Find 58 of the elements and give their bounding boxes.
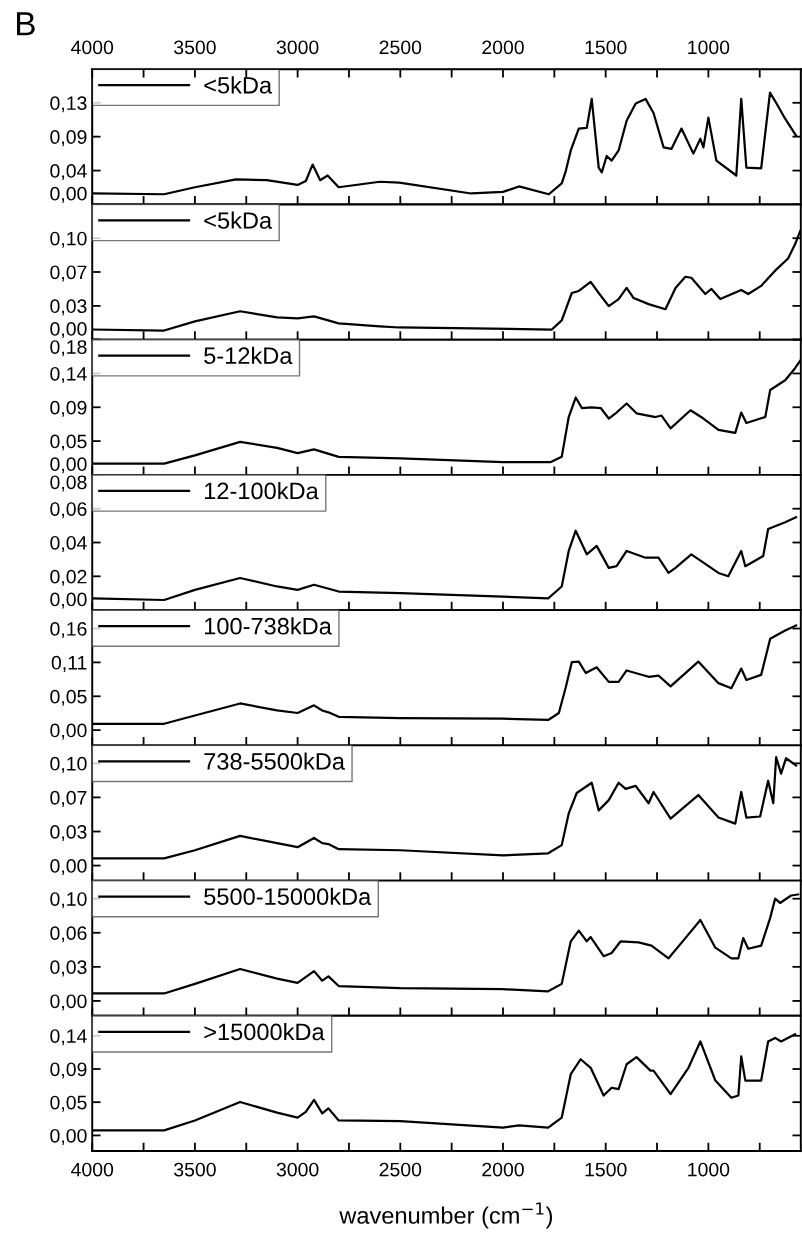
y-tick-label: 0,00 <box>50 994 87 1011</box>
legend-label: 5500-15000kDa <box>204 887 372 906</box>
y-tick-label: 0,09 <box>50 400 87 417</box>
x-tick-label: 1500 <box>585 1162 627 1177</box>
x2-tick-label: 4000 <box>71 40 114 55</box>
y-tick-label: 0,14 <box>50 366 87 383</box>
y-tick-label: 0,06 <box>50 926 87 943</box>
y-tick-label: 0,10 <box>50 892 87 909</box>
x2-tick-label: 2000 <box>482 40 524 55</box>
y-tick-label: 0,00 <box>50 186 87 203</box>
y-tick-label: 0,05 <box>50 1095 87 1112</box>
y-tick-label: 0,00 <box>50 1128 87 1145</box>
y-tick-label: 0,00 <box>50 592 87 609</box>
y-tick-label: 0,09 <box>50 130 87 147</box>
legend-label: 738-5500kDa <box>204 752 345 770</box>
y-tick-label: 0,06 <box>50 502 87 519</box>
legend-label: 100-738kDa <box>205 617 332 635</box>
y-tick-label: 0,00 <box>50 457 87 474</box>
y-tick-label: 0,07 <box>50 790 87 807</box>
legend-label: >15000kDa <box>204 1022 325 1041</box>
y-tick-label: 0,05 <box>50 689 87 706</box>
y-tick-label: 0,00 <box>50 723 87 740</box>
y-tick-label: 0,03 <box>50 825 87 842</box>
legend-label: <5kDa <box>204 211 273 229</box>
y-tick-label: 0,02 <box>50 569 87 586</box>
y-tick-label: 0,03 <box>50 960 87 977</box>
y-tick-label: 0,05 <box>50 434 87 451</box>
y-tick-label: 0,18 <box>50 340 87 357</box>
y-tick-label: 0,07 <box>50 265 87 282</box>
y-tick-label: 0,03 <box>50 299 87 316</box>
y-tick-label: 0,16 <box>50 622 87 639</box>
y-tick-label: 0,08 <box>50 475 87 492</box>
x-axis-title: wavenumber (cm$^{−1}$) <box>339 1202 553 1229</box>
x2-tick-label: 1000 <box>688 40 730 55</box>
x-tick-label: 2000 <box>482 1162 524 1177</box>
x2-tick-label: 3500 <box>174 40 216 55</box>
y-tick-label: 0,10 <box>50 756 87 773</box>
x-tick-label: 3500 <box>174 1162 216 1177</box>
y-tick-label: 0,00 <box>50 322 87 339</box>
y-tick-label: 0,14 <box>50 1029 87 1046</box>
y-tick-label: 0,13 <box>50 96 87 113</box>
y-tick-label: 0,11 <box>51 655 87 672</box>
x-tick-label: 2500 <box>379 1162 422 1177</box>
y-tick-label: 0,10 <box>50 231 87 248</box>
y-tick-label: 0,04 <box>50 535 87 553</box>
text: B <box>17 12 35 36</box>
y-tick-label: 0,00 <box>50 859 87 876</box>
x-tick-label: 3000 <box>276 1162 319 1177</box>
legend-label: <5kDa <box>204 76 273 94</box>
legend-label: 5-12kDa <box>204 346 293 365</box>
x2-tick-label: 1500 <box>585 40 627 55</box>
legend-label: 12-100kDa <box>205 481 319 500</box>
y-tick-label: 0,04 <box>50 164 87 181</box>
x2-tick-label: 2500 <box>379 40 422 55</box>
x-tick-label: 1000 <box>688 1162 730 1177</box>
x-tick-label: 4000 <box>71 1162 114 1177</box>
x2-tick-label: 3000 <box>276 40 319 55</box>
y-tick-label: 0,09 <box>50 1062 87 1079</box>
